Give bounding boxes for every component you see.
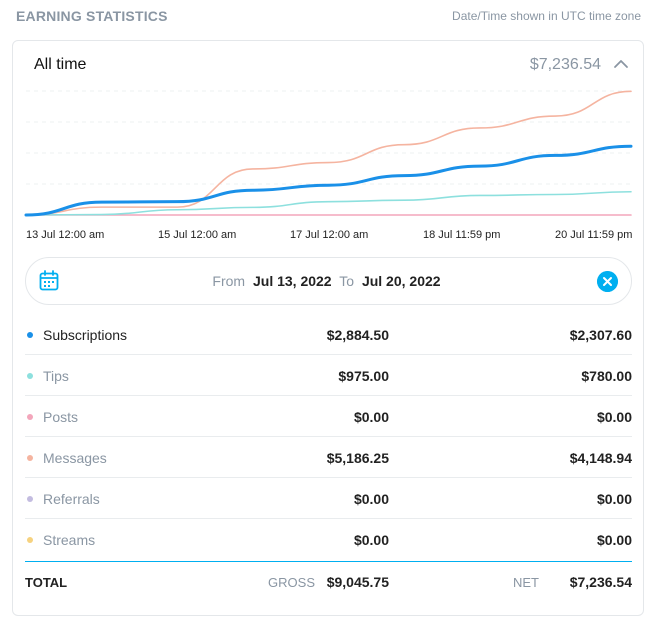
net-label: NET — [513, 575, 539, 590]
totals-row: TOTAL GROSS $9,045.75 NET $7,236.54 — [25, 561, 632, 603]
earnings-row-streams: Streams $0.00 $0.00 — [25, 519, 632, 560]
to-date[interactable]: Jul 20, 2022 — [361, 273, 441, 289]
x-tick-label: 20 Jul 11:59 pm — [555, 229, 633, 241]
category-name: Messages — [43, 450, 107, 466]
legend-dot — [27, 455, 33, 461]
earnings-row-subscriptions: Subscriptions $2,884.50 $2,307.60 — [25, 314, 632, 355]
clear-date-icon[interactable] — [597, 271, 618, 292]
earnings-card: All time $7,236.54 13 Jul 12:00 am 15 Jul… — [12, 40, 644, 616]
gross-label: GROSS — [268, 575, 315, 590]
chevron-up-icon[interactable] — [613, 56, 629, 72]
net-amount: $2,307.60 — [569, 327, 632, 343]
total-label: TOTAL — [25, 575, 68, 590]
legend-dot — [27, 537, 33, 543]
series-line-subscriptions — [24, 144, 633, 217]
earnings-row-tips: Tips $975.00 $780.00 — [25, 355, 632, 396]
category-name: Tips — [43, 368, 69, 384]
timezone-note: Date/Time shown in UTC time zone — [452, 9, 641, 23]
earnings-breakdown-list: Subscriptions $2,884.50 $2,307.60 Tips $975.… — [25, 314, 632, 560]
earnings-row-referrals: Referrals $0.00 $0.00 — [25, 478, 632, 519]
date-range-picker[interactable]: From Jul 13, 2022 To Jul 20, 2022 — [25, 257, 632, 305]
legend-dot — [27, 414, 33, 420]
series-line-tips — [25, 190, 632, 216]
net-amount: $0.00 — [596, 532, 632, 548]
legend-dot — [27, 332, 33, 338]
x-tick-label: 18 Jul 11:59 pm — [423, 229, 501, 241]
net-amount: $0.00 — [596, 409, 632, 425]
gross-total: $9,045.75 — [326, 574, 389, 590]
legend-dot — [27, 496, 33, 502]
gross-amount: $0.00 — [353, 491, 389, 507]
gross-amount: $0.00 — [353, 532, 389, 548]
from-label: From — [212, 273, 246, 289]
category-name: Referrals — [43, 491, 100, 507]
x-axis-labels: 13 Jul 12:00 am 15 Jul 12:00 am 17 Jul 12:… — [13, 229, 645, 245]
category-name: Subscriptions — [43, 327, 128, 343]
total-amount: $7,236.54 — [529, 56, 601, 73]
section-title: EARNING STATISTICS — [16, 8, 168, 24]
category-name: Streams — [43, 532, 96, 548]
statistics-header: EARNING STATISTICS Date/Time shown in UT… — [16, 8, 641, 28]
x-tick-label: 15 Jul 12:00 am — [158, 229, 237, 241]
gross-amount: $5,186.25 — [326, 450, 389, 466]
card-header[interactable]: All time $7,236.54 — [13, 41, 643, 85]
to-label: To — [339, 273, 355, 289]
earnings-line-chart — [24, 90, 633, 217]
earnings-row-messages: Messages $5,186.25 $4,148.94 — [25, 437, 632, 478]
gross-amount: $0.00 — [353, 409, 389, 425]
legend-dot — [27, 373, 33, 379]
gross-amount: $2,884.50 — [326, 327, 389, 343]
x-tick-label: 13 Jul 12:00 am — [26, 229, 105, 241]
category-name: Posts — [43, 409, 79, 425]
period-label: All time — [34, 56, 87, 73]
net-amount: $780.00 — [581, 368, 632, 384]
date-range-text[interactable]: From Jul 13, 2022 To Jul 20, 2022 — [26, 273, 631, 289]
series-line-messages — [25, 90, 632, 216]
gross-amount: $975.00 — [338, 368, 389, 384]
net-total: $7,236.54 — [569, 574, 632, 590]
net-amount: $0.00 — [596, 491, 632, 507]
from-date[interactable]: Jul 13, 2022 — [252, 273, 332, 289]
earnings-row-posts: Posts $0.00 $0.00 — [25, 396, 632, 437]
x-tick-label: 17 Jul 12:00 am — [290, 229, 369, 241]
net-amount: $4,148.94 — [569, 450, 632, 466]
calendar-icon[interactable] — [39, 270, 59, 292]
